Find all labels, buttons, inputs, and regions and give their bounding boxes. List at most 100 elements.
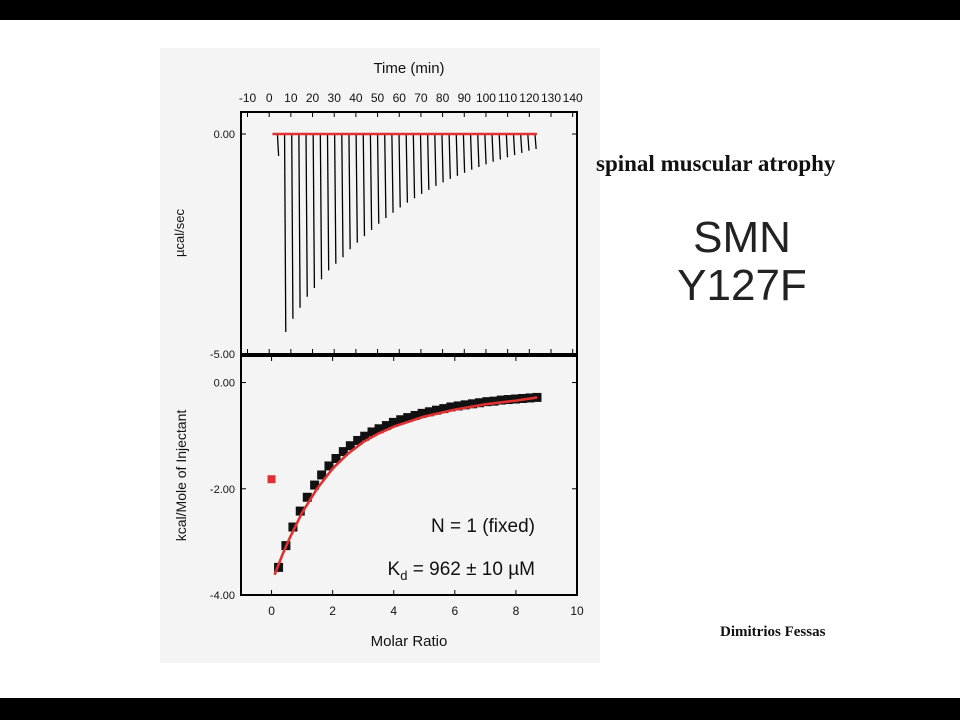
enthalpy-tick-label: -4.00 [210, 590, 235, 602]
injection-peak [412, 133, 416, 199]
time-tick-label: 120 [519, 91, 539, 105]
molar-ratio-tick-label: 0 [268, 604, 275, 618]
data-point [288, 522, 298, 532]
top-letterbox-bar [0, 0, 960, 20]
data-point [446, 402, 456, 412]
excluded-data-point [267, 475, 276, 484]
time-tick-label: 60 [393, 91, 407, 105]
construct-mutation: Y127F [677, 261, 807, 310]
injection-peak [419, 133, 423, 194]
injection-peak [491, 133, 494, 162]
injection-peak [283, 133, 287, 333]
data-point [453, 401, 463, 411]
time-tick-label: 0 [266, 91, 273, 105]
time-tick-label: 130 [541, 91, 561, 105]
injection-peak [469, 133, 473, 170]
power-tick-label: -5.00 [210, 349, 235, 361]
fit-curve [273, 396, 538, 576]
data-point [468, 399, 478, 409]
injection-peak [276, 133, 280, 157]
injection-peak [355, 133, 358, 243]
injection-peak [369, 133, 373, 230]
data-point [396, 415, 406, 425]
injection-peak [391, 133, 394, 213]
injection-peak [362, 133, 366, 237]
kd-value: = 962 ± 10 µM [407, 559, 535, 580]
injection-peak [519, 133, 523, 153]
time-tick-label: 10 [284, 91, 298, 105]
injection-peak [512, 133, 516, 156]
thermogram-plot: -10 0 10 20 30 40 50 60 70 80 90 100 110 120 130 140 Tim… [172, 60, 583, 361]
data-point [475, 398, 485, 408]
molar-ratio-tick-label: 6 [451, 604, 458, 618]
injection-peak [405, 133, 409, 203]
injection-peak [426, 133, 430, 190]
injection-peak [341, 133, 344, 258]
construct-label: SMN Y127F [612, 214, 872, 310]
injection-peak [376, 133, 380, 224]
kd-annotation: Kd = 962 ± 10 µM [388, 559, 535, 583]
injection-peak [326, 133, 330, 271]
injection-peak [455, 133, 459, 176]
enthalpy-tick-label: 0.00 [214, 378, 235, 390]
injection-peak [477, 133, 480, 168]
injection-peak [384, 133, 387, 219]
injection-peak [484, 133, 487, 165]
injection-peak [434, 133, 437, 186]
data-point [417, 408, 427, 418]
injection-peak [505, 133, 509, 158]
time-tick-label: 30 [328, 91, 342, 105]
power-axis-title: µcal/sec [172, 209, 187, 257]
thermogram-frame [240, 111, 578, 355]
isotherm-plot: 0 2 4 6 8 10 Molar Ratio 0.00 -2.00 -4.00 kcal/Mol… [173, 355, 584, 650]
injection-peak [333, 133, 337, 264]
data-point [317, 470, 327, 480]
injection-peak [448, 133, 451, 179]
molar-ratio-tick-label: 2 [329, 604, 336, 618]
data-point [410, 410, 420, 420]
time-tick-label: -10 [239, 91, 257, 105]
time-tick-label: 40 [349, 91, 363, 105]
data-point [431, 405, 441, 415]
data-point [367, 427, 377, 437]
injection-peak [527, 133, 530, 151]
data-point [388, 417, 398, 427]
data-point [511, 394, 521, 404]
data-point [360, 431, 370, 441]
injection-peak [462, 133, 466, 173]
injection-peak [398, 133, 401, 208]
data-point [310, 480, 320, 490]
data-point [439, 404, 449, 414]
kd-symbol: K [388, 559, 401, 580]
slide-title: spinal muscular atrophy [596, 151, 836, 176]
molar-ratio-tick-label: 8 [513, 604, 520, 618]
data-point [503, 395, 513, 405]
injection-peak [298, 133, 301, 308]
time-tick-label: 140 [563, 91, 583, 105]
injection-peak [312, 133, 316, 289]
injection-peak [319, 133, 323, 280]
data-point [403, 413, 413, 423]
kd-subscript: d [400, 568, 407, 583]
time-tick-label: 100 [476, 91, 496, 105]
stoichiometry-annotation: N = 1 (fixed) [431, 516, 535, 537]
molar-ratio-axis-title: Molar Ratio [371, 633, 448, 650]
data-point [345, 441, 355, 451]
isotherm-frame [240, 355, 578, 596]
data-point [460, 400, 470, 410]
enthalpy-tick-label: -2.00 [210, 484, 235, 496]
time-tick-label: 80 [436, 91, 450, 105]
time-tick-label: 90 [458, 91, 472, 105]
data-point [324, 461, 334, 471]
enthalpy-axis-title: kcal/Mole of Injectant [173, 410, 189, 542]
molar-ratio-tick-label: 10 [570, 604, 584, 618]
data-point [331, 454, 341, 464]
time-axis-title: Time (min) [373, 60, 444, 77]
data-point [482, 397, 492, 407]
power-tick-label: 0.00 [214, 129, 235, 141]
time-tick-label: 70 [414, 91, 428, 105]
time-tick-label: 50 [371, 91, 385, 105]
data-point [381, 421, 391, 431]
injection-peak [305, 133, 308, 297]
data-point [338, 447, 348, 457]
